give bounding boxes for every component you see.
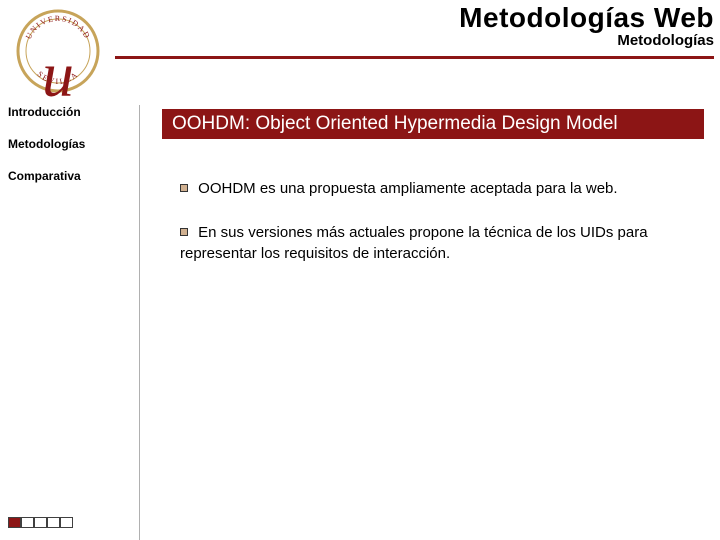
nav-item-metodologias[interactable]: Metodologías bbox=[8, 137, 139, 151]
header: UNIVERSIDAD SEVILLA u Metodologías Web M… bbox=[0, 0, 720, 68]
progress-box bbox=[34, 517, 47, 528]
bullet-text: OOHDM es una propuesta ampliamente acept… bbox=[198, 180, 617, 197]
nav-item-introduccion[interactable]: Introducción bbox=[8, 105, 139, 119]
page-subtitle: Metodologías bbox=[459, 32, 714, 49]
progress-box bbox=[60, 517, 73, 528]
bullet-text: En sus versiones más actuales propone la… bbox=[180, 224, 648, 261]
progress-box bbox=[21, 517, 34, 528]
logo-letter: u bbox=[42, 39, 74, 110]
bullet-item: OOHDM es una propuesta ampliamente acept… bbox=[180, 179, 692, 199]
sidebar: Introducción Metodologías Comparativa bbox=[0, 105, 140, 540]
university-logo: UNIVERSIDAD SEVILLA u bbox=[8, 6, 108, 116]
section-heading: OOHDM: Object Oriented Hypermedia Design… bbox=[162, 109, 704, 139]
bullet-icon bbox=[180, 184, 188, 192]
bullet-list: OOHDM es una propuesta ampliamente acept… bbox=[162, 179, 704, 264]
bullet-item: En sus versiones más actuales propone la… bbox=[180, 223, 692, 264]
progress-box bbox=[47, 517, 60, 528]
progress-box bbox=[8, 517, 21, 528]
progress-indicator bbox=[8, 517, 73, 528]
page-title: Metodologías Web bbox=[459, 2, 714, 34]
header-divider bbox=[115, 56, 714, 59]
body: Introducción Metodologías Comparativa OO… bbox=[0, 105, 720, 540]
nav-item-comparativa[interactable]: Comparativa bbox=[8, 169, 139, 183]
main-content: OOHDM: Object Oriented Hypermedia Design… bbox=[140, 105, 720, 540]
bullet-icon bbox=[180, 228, 188, 236]
